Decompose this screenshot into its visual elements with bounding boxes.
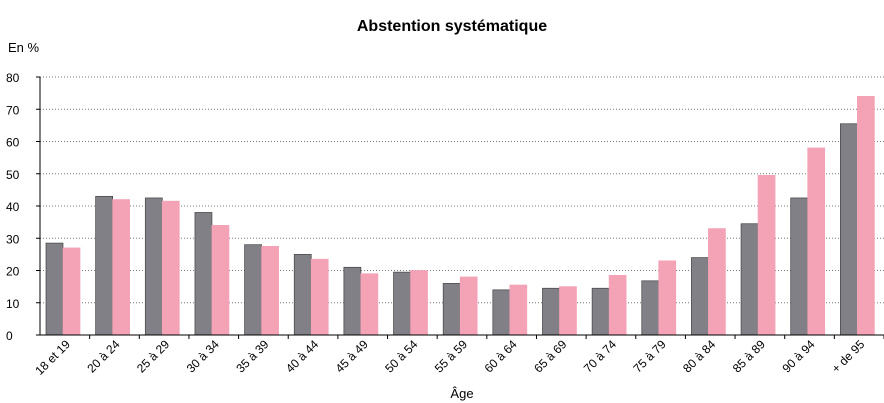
- bar: [740, 223, 759, 336]
- bar: [757, 175, 776, 336]
- x-tick-label: 75 à 79: [630, 337, 668, 375]
- bar: [691, 257, 709, 336]
- bar: [790, 197, 809, 336]
- bar: [542, 287, 560, 336]
- x-tick-label: 65 à 69: [531, 337, 569, 375]
- bar: [509, 284, 528, 336]
- y-tick-label: 10: [6, 297, 20, 311]
- bar: [95, 195, 113, 336]
- bar: [112, 199, 130, 336]
- x-tick-label: 18 et 19: [32, 337, 73, 378]
- y-tick-label: 50: [6, 168, 20, 182]
- x-tick-label: 45 à 49: [333, 337, 371, 375]
- x-tick-label: 60 à 64: [482, 337, 520, 375]
- x-tick-label: 55 à 59: [432, 337, 470, 375]
- bar: [310, 258, 329, 336]
- x-tick-label: 70 à 74: [581, 337, 619, 375]
- bar: [840, 123, 858, 336]
- y-tick-label: 30: [6, 232, 20, 246]
- bar: [161, 200, 180, 336]
- x-tick-label: 35 à 39: [233, 337, 271, 375]
- bar: [244, 244, 262, 336]
- bar: [641, 280, 660, 336]
- x-tick-label: 85 à 89: [730, 337, 768, 375]
- y-tick-label: 40: [6, 200, 20, 214]
- x-tick-label: 30 à 34: [184, 337, 222, 375]
- bar: [442, 283, 461, 336]
- y-tick-label: 20: [6, 265, 20, 279]
- bar: [410, 270, 428, 336]
- bar: [293, 254, 312, 336]
- bar: [857, 95, 875, 336]
- bar: [559, 286, 577, 336]
- x-axis-label: Âge: [450, 386, 473, 401]
- y-tick-label: 0: [6, 329, 13, 343]
- y-axis-label: En %: [8, 40, 40, 55]
- bar: [45, 242, 64, 336]
- x-tick-label: 90 à 94: [779, 337, 817, 375]
- y-tick-label: 70: [6, 103, 20, 117]
- bar: [360, 273, 379, 336]
- x-tick-label: 40 à 44: [283, 337, 321, 375]
- bar: [658, 260, 677, 336]
- bar: [492, 289, 511, 336]
- x-tick-label: 25 à 29: [134, 337, 172, 375]
- bar: [211, 225, 230, 336]
- bar: [343, 266, 362, 336]
- bar: [144, 197, 163, 336]
- x-tick-label: 80 à 84: [680, 337, 718, 375]
- x-tick-label: 50 à 54: [382, 337, 420, 375]
- bar: [393, 271, 411, 336]
- bar: [807, 147, 826, 336]
- bar: [591, 287, 610, 336]
- x-tick-label: + de 95: [829, 337, 868, 376]
- bar: [62, 247, 81, 336]
- bar: [459, 276, 478, 336]
- bar: [194, 212, 213, 336]
- y-tick-label: 60: [6, 136, 20, 150]
- bar: [708, 228, 726, 336]
- bar: [261, 245, 279, 336]
- chart-title: Abstention systématique: [357, 18, 547, 35]
- x-tick-label: 20 à 24: [84, 337, 122, 375]
- y-tick-label: 80: [6, 71, 20, 85]
- bar: [608, 274, 627, 336]
